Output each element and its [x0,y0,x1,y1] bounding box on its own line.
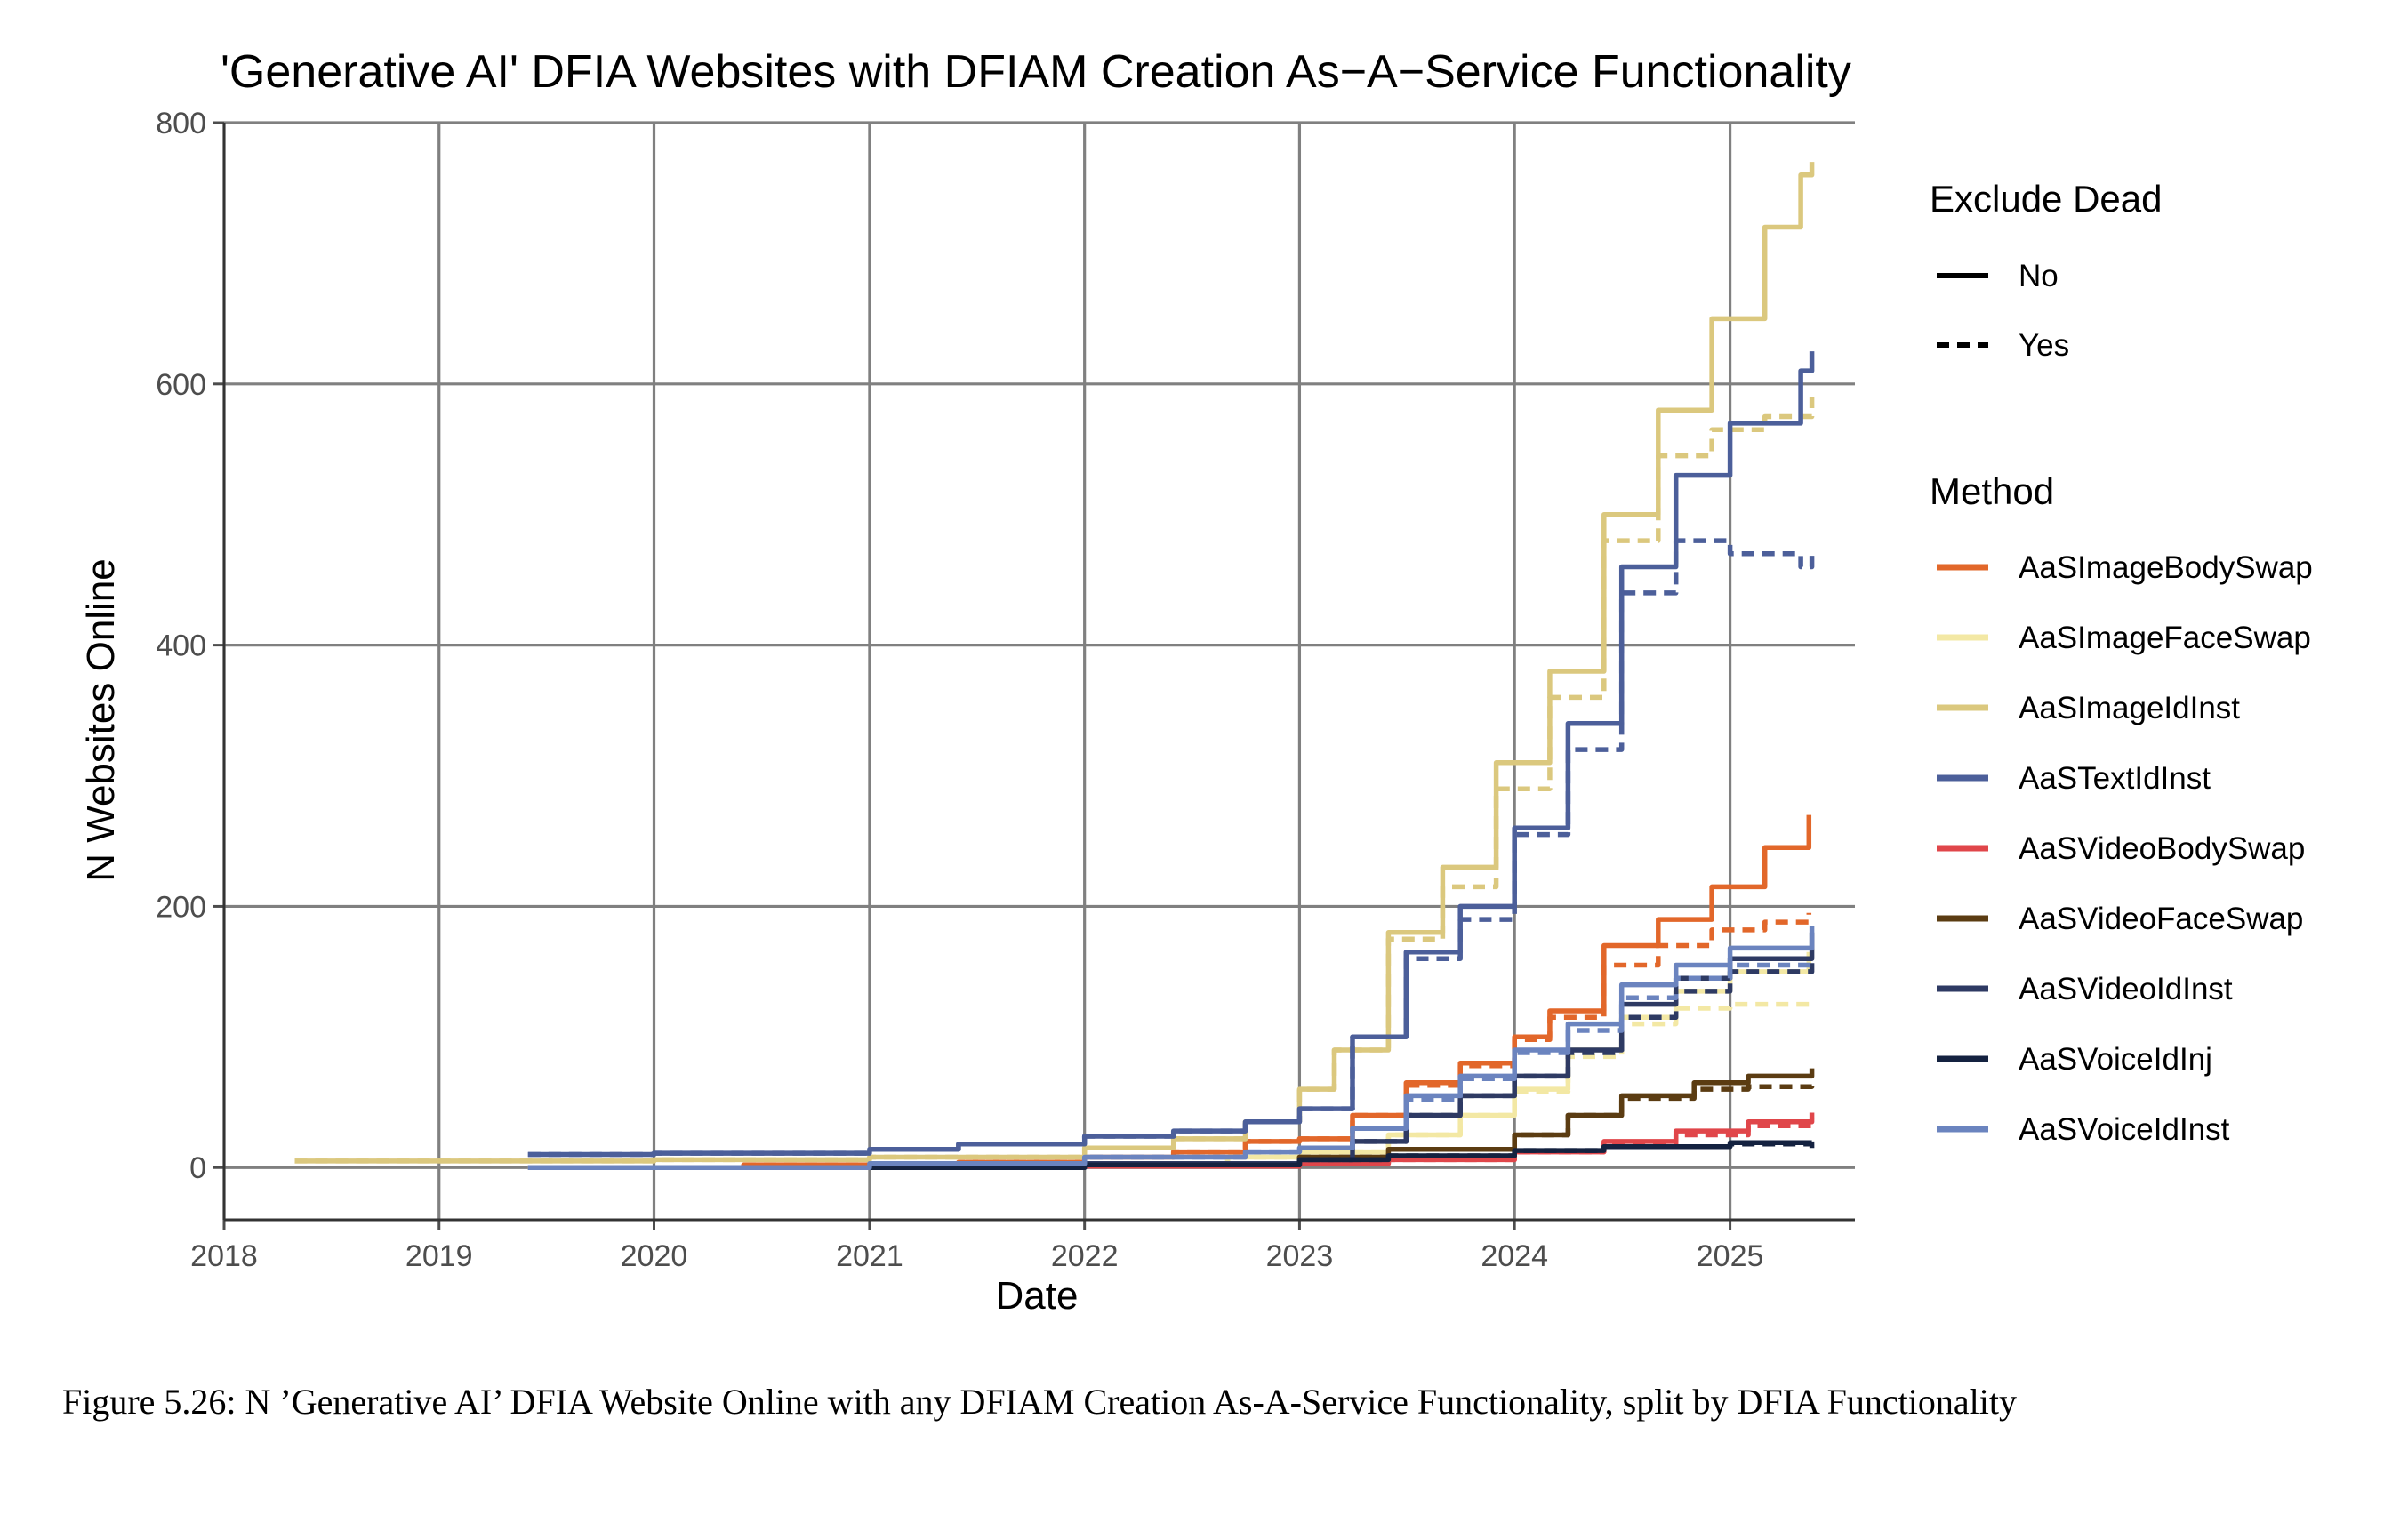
x-tick-label: 2021 [836,1239,903,1273]
y-tick-label: 600 [156,368,206,402]
axes: 0 200 400 600 800 2018 2019 2020 2021 2022 2023 202… [156,107,1855,1273]
legend-label-method: AaSVoiceIdInst [2019,1112,2230,1147]
series-aasvoiceidinj-exclude-dead-no [599,1140,1815,1170]
legend-label-linetype: No [2019,259,2059,293]
y-tick-label: 400 [156,629,206,663]
series-aastextidinst-exclude-dead-no [527,351,1815,1158]
x-tick-label: 2023 [1266,1239,1334,1273]
x-tick-label: 2020 [621,1239,688,1273]
x-tick-label: 2018 [190,1239,258,1273]
y-tick-label: 200 [156,890,206,924]
legend-label-method: AaSVideoIdInst [2019,972,2233,1006]
series-layer [294,162,1815,1170]
y-axis-title: N Websites Online [79,558,123,882]
series-aasimagebodyswap-exclude-dead-yes [527,912,1812,1170]
figure-caption: Figure 5.26: N ’Generative AI’ DFIA Webs… [62,1382,2017,1422]
legend-label-method: AaSVideoBodySwap [2019,831,2305,866]
legend-title-method: Method [1930,470,2054,512]
series-aasimageidinst-exclude-dead-yes [294,397,1815,1164]
x-tick-label: 2022 [1051,1239,1119,1273]
series-aasvoiceidinst-exclude-dead-no [527,926,1815,1170]
legend-label-method: AaSImageIdInst [2019,691,2240,725]
x-tick-label: 2025 [1697,1239,1764,1273]
legend-label-method: AaSImageFaceSwap [2019,621,2311,655]
legend-label-method: AaSVideoFaceSwap [2019,902,2303,936]
legend-label-method: AaSVoiceIdInj [2019,1042,2212,1077]
x-tick-label: 2019 [405,1239,473,1273]
legend: Exclude Dead No Yes Method AaSImageBodySwap A… [1930,178,2313,1147]
x-tick-label: 2024 [1481,1239,1548,1273]
series-aasimageidinst-exclude-dead-no [294,162,1815,1164]
y-tick-label: 800 [156,107,206,140]
x-axis-title: Date [996,1274,1079,1318]
legend-title-exclude-dead: Exclude Dead [1930,178,2163,220]
legend-label-linetype: Yes [2019,328,2069,363]
legend-label-method: AaSImageBodySwap [2019,550,2313,585]
legend-label-method: AaSTextIdInst [2019,761,2211,796]
y-tick-label: 0 [189,1151,206,1185]
chart-title: 'Generative AI' DFIA Websites with DFIAM… [221,46,1851,98]
